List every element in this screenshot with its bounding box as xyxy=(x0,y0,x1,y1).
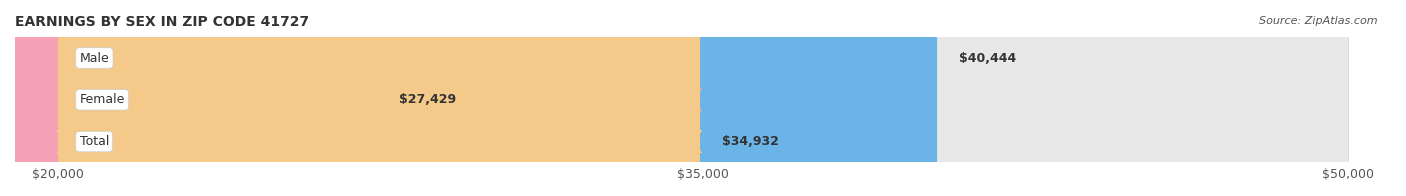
FancyBboxPatch shape xyxy=(55,0,703,196)
FancyBboxPatch shape xyxy=(58,0,1348,196)
FancyBboxPatch shape xyxy=(58,0,936,196)
Text: $27,429: $27,429 xyxy=(399,93,456,106)
FancyBboxPatch shape xyxy=(58,0,1348,196)
FancyBboxPatch shape xyxy=(0,0,703,196)
Text: Source: ZipAtlas.com: Source: ZipAtlas.com xyxy=(1260,16,1378,26)
Text: Female: Female xyxy=(80,93,125,106)
Text: Total: Total xyxy=(80,135,108,148)
Text: EARNINGS BY SEX IN ZIP CODE 41727: EARNINGS BY SEX IN ZIP CODE 41727 xyxy=(15,15,309,29)
Text: $34,932: $34,932 xyxy=(721,135,779,148)
FancyBboxPatch shape xyxy=(58,0,1348,196)
Text: $40,444: $40,444 xyxy=(959,52,1017,64)
Text: Male: Male xyxy=(80,52,110,64)
